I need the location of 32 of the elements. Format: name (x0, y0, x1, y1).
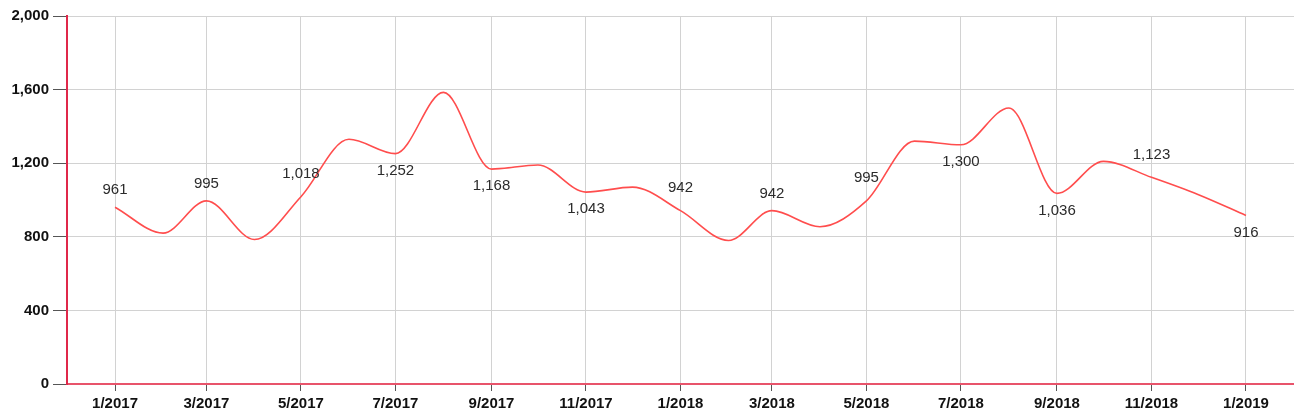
x-tick-label: 9/2017 (468, 394, 515, 412)
x-tick-label: 1/2018 (657, 394, 704, 412)
y-tick-label: 1,600 (11, 79, 49, 97)
data-label: 1,123 (1132, 144, 1171, 162)
data-label: 1,168 (472, 176, 511, 194)
x-tick-label: 5/2018 (843, 394, 890, 412)
data-label: 1,252 (376, 160, 415, 178)
y-tick-label: 400 (23, 300, 49, 318)
data-label: 942 (667, 177, 694, 195)
x-tick-label: 7/2018 (937, 394, 984, 412)
data-label: 1,036 (1038, 200, 1076, 218)
data-label: 1,018 (282, 163, 320, 181)
x-tick-label: 11/2018 (1124, 394, 1179, 412)
x-tick-label: 3/2017 (183, 394, 230, 412)
x-tick-label: 1/2019 (1223, 394, 1269, 412)
y-tick-label: 1,200 (11, 153, 49, 171)
data-label: 995 (193, 174, 219, 192)
y-tick-label: 800 (23, 226, 49, 244)
x-tick-label: 9/2018 (1034, 394, 1080, 412)
x-tick-label: 5/2017 (277, 394, 324, 412)
data-label: 916 (1233, 222, 1259, 240)
data-label: 942 (759, 183, 785, 201)
data-label: 1,043 (567, 199, 605, 217)
x-tick-label: 3/2018 (748, 394, 795, 412)
data-label: 961 (102, 180, 128, 198)
x-tick-label: 11/2017 (559, 394, 613, 412)
x-tick-label: 1/2017 (92, 394, 138, 412)
x-tick-label: 7/2017 (372, 394, 419, 412)
data-label: 1,300 (942, 151, 980, 169)
y-tick-label: 2,000 (11, 6, 49, 24)
data-label: 995 (853, 168, 879, 186)
y-tick-label: 0 (40, 374, 49, 392)
